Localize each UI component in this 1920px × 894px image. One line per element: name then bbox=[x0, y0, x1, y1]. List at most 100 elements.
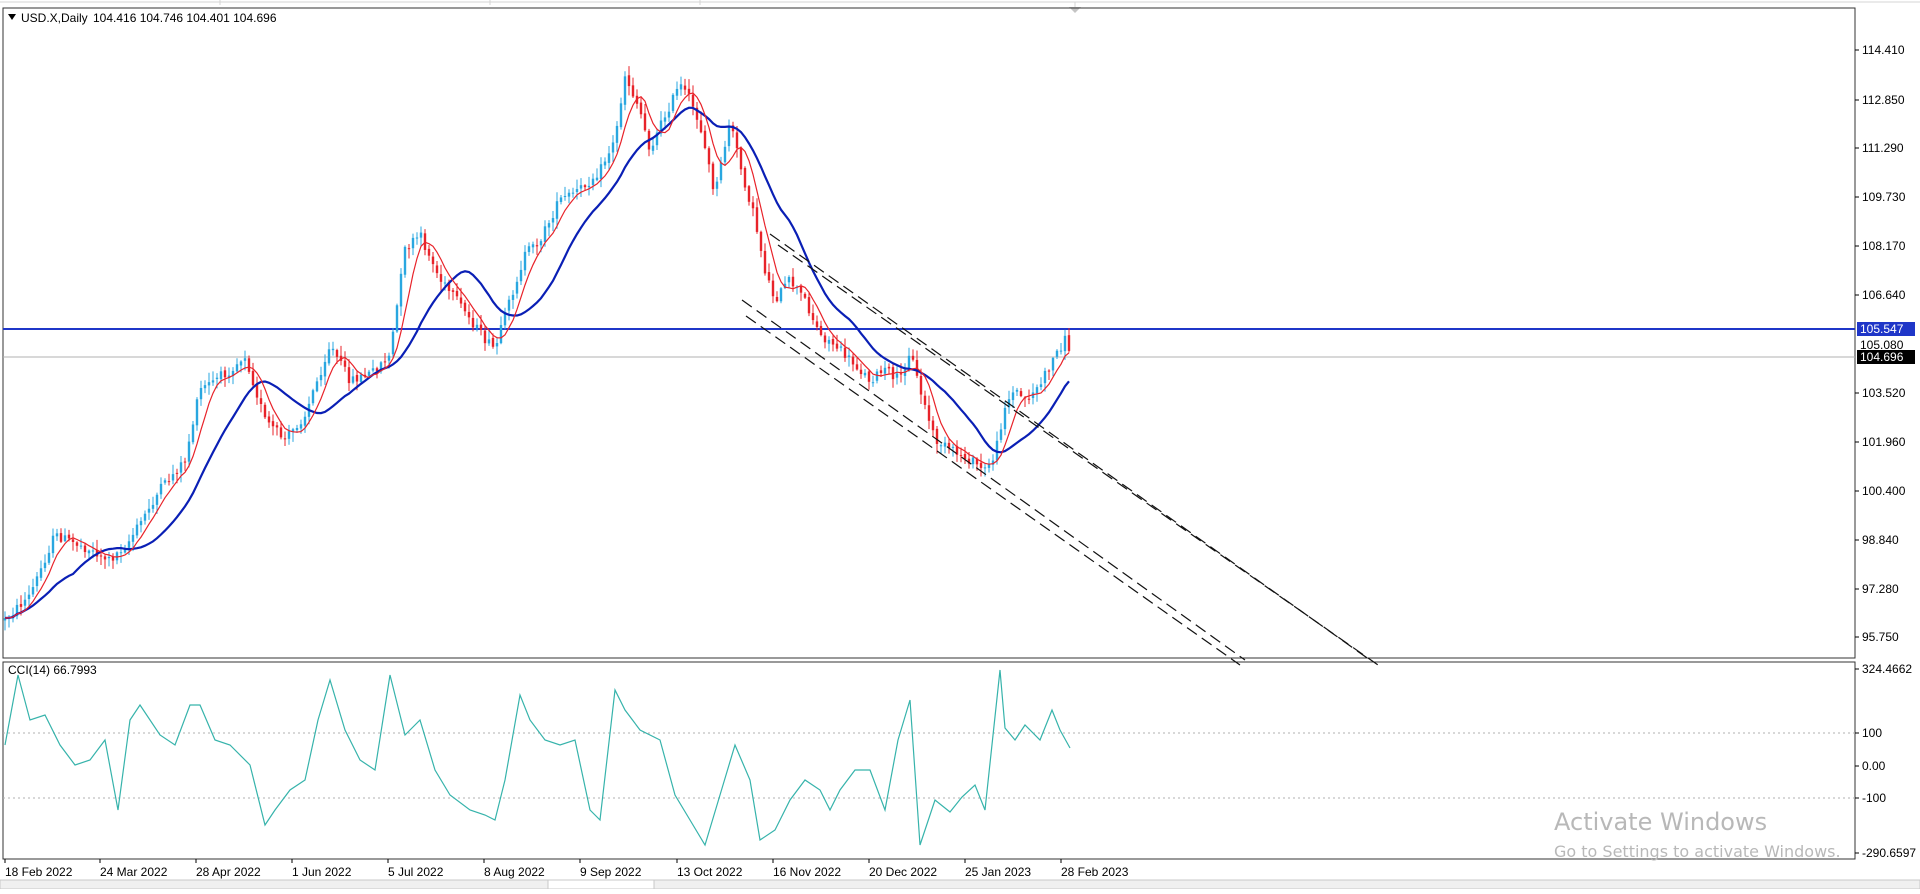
candle-body bbox=[823, 335, 827, 343]
candle-body bbox=[1067, 335, 1071, 351]
candle-body bbox=[743, 167, 747, 188]
candle-body bbox=[131, 534, 135, 542]
candle-body bbox=[279, 427, 283, 438]
candle-body bbox=[755, 207, 759, 232]
candle-body bbox=[419, 232, 423, 238]
time-tick-label: 16 Nov 2022 bbox=[773, 865, 841, 879]
candle-body bbox=[187, 441, 191, 462]
candle-body bbox=[703, 130, 707, 149]
candle-body bbox=[387, 355, 391, 361]
candle-body bbox=[1015, 389, 1019, 392]
candle-body bbox=[115, 552, 119, 561]
candle-body bbox=[543, 226, 547, 242]
candle-body bbox=[503, 311, 507, 326]
candle-body bbox=[763, 250, 767, 274]
cci-tick-label: -100 bbox=[1862, 791, 1886, 805]
candle-body bbox=[775, 296, 779, 302]
candle-body bbox=[183, 461, 187, 463]
candle-body bbox=[135, 524, 139, 536]
candle-body bbox=[631, 85, 635, 97]
candle-body bbox=[351, 376, 355, 383]
candle-body bbox=[947, 442, 951, 449]
candle-body bbox=[799, 285, 803, 293]
candle-body bbox=[679, 84, 683, 90]
time-tick-label: 24 Mar 2022 bbox=[100, 865, 168, 879]
candle-body bbox=[195, 399, 199, 426]
bottom-tab-active[interactable] bbox=[547, 879, 655, 890]
candle-body bbox=[507, 299, 511, 311]
candle-body bbox=[411, 237, 415, 249]
candle-body bbox=[627, 75, 631, 87]
candle-body bbox=[311, 390, 315, 404]
price-tick-label: 108.170 bbox=[1862, 239, 1906, 253]
candle-body bbox=[931, 420, 935, 431]
candle-body bbox=[379, 362, 383, 372]
time-tick-label: 1 Jun 2022 bbox=[292, 865, 352, 879]
mid-price-label: 105.080 bbox=[1860, 338, 1904, 352]
candle-body bbox=[431, 256, 435, 265]
candle-body bbox=[707, 148, 711, 165]
candle-body bbox=[595, 177, 599, 181]
candle-body bbox=[815, 321, 819, 327]
candle-body bbox=[331, 348, 335, 351]
time-tick-label: 5 Jul 2022 bbox=[388, 865, 444, 879]
candle-body bbox=[31, 587, 35, 595]
candle-body bbox=[663, 117, 667, 122]
price-tick-label: 114.410 bbox=[1862, 43, 1905, 57]
candle-body bbox=[395, 305, 399, 332]
candle-body bbox=[259, 398, 263, 404]
candle-body bbox=[407, 248, 411, 250]
descending-channel[interactable] bbox=[741, 233, 1379, 666]
candle-body bbox=[551, 218, 555, 223]
candle-body bbox=[295, 427, 299, 431]
candle-body bbox=[171, 474, 175, 481]
candle-body bbox=[347, 367, 351, 384]
candle-body bbox=[247, 358, 251, 372]
candle-body bbox=[435, 265, 439, 274]
time-tick-label: 28 Apr 2022 bbox=[196, 865, 261, 879]
candle-body bbox=[883, 367, 887, 374]
candle-body bbox=[767, 272, 771, 281]
candle-body bbox=[571, 192, 575, 194]
candle-body bbox=[315, 381, 319, 392]
candle-body bbox=[471, 317, 475, 328]
candle-body bbox=[1027, 398, 1031, 400]
candle-body bbox=[583, 185, 587, 188]
candle-body bbox=[919, 376, 923, 395]
candle-body bbox=[403, 246, 407, 275]
candle-body bbox=[155, 494, 159, 505]
candle-body bbox=[559, 197, 563, 202]
candle-body bbox=[875, 371, 879, 381]
bottom-tab-right[interactable] bbox=[653, 879, 1920, 890]
bottom-tab-left[interactable] bbox=[0, 879, 549, 890]
candle-body bbox=[783, 283, 787, 289]
candle-body bbox=[143, 513, 147, 521]
current-price-tag: 104.696 bbox=[1860, 350, 1904, 364]
candle-body bbox=[643, 113, 647, 131]
candle-body bbox=[959, 455, 963, 457]
menu-triangle-icon[interactable] bbox=[8, 14, 16, 20]
candle-body bbox=[751, 202, 755, 209]
candle-body bbox=[35, 576, 39, 587]
candle-body bbox=[623, 76, 627, 105]
candle-body bbox=[375, 368, 379, 371]
time-tick-label: 18 Feb 2022 bbox=[5, 865, 73, 879]
candle-body bbox=[515, 281, 519, 294]
candle-body bbox=[483, 330, 487, 344]
candle-body bbox=[499, 325, 503, 344]
candle-body bbox=[971, 457, 975, 465]
candle-body bbox=[211, 380, 215, 383]
candle-body bbox=[491, 337, 495, 347]
candle-body bbox=[367, 371, 371, 376]
candle-body bbox=[71, 539, 75, 542]
candle-body bbox=[659, 120, 663, 134]
candle-body bbox=[363, 374, 367, 377]
candle-body bbox=[119, 552, 123, 554]
candle-body bbox=[807, 297, 811, 314]
activate-windows-subtitle: Go to Settings to activate Windows. bbox=[1554, 842, 1841, 861]
candle-body bbox=[547, 223, 551, 228]
candle-body bbox=[139, 521, 143, 526]
candle-body bbox=[855, 364, 859, 370]
ohlc-readout: 104.416 104.746 104.401 104.696 bbox=[93, 11, 277, 25]
